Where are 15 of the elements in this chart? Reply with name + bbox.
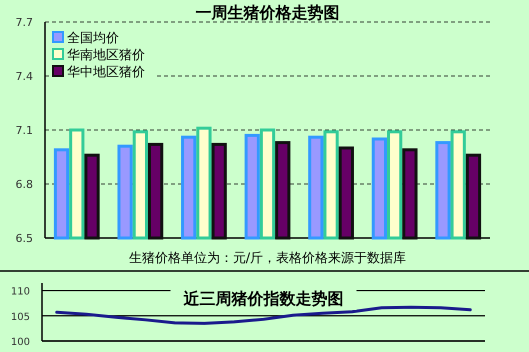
chart-title: 一周生猪价格走势图 [196, 3, 340, 22]
y-tick-label: 6.8 [16, 178, 33, 191]
y-tick-label: 105 [10, 312, 30, 323]
text: 生猪价格单位为：元/斤，表格价格来源于数据库 [128, 251, 406, 266]
legend-label: 全国均价 [67, 31, 119, 46]
y-tick-label: 7.7 [16, 16, 33, 29]
y-tick-label: 7.4 [16, 70, 33, 83]
y-tick-label: 110 [10, 286, 30, 298]
legend-label: 华中地区猪价 [67, 65, 145, 80]
y-tick-label: 6.5 [16, 232, 33, 245]
y-tick-label: 100 [10, 337, 30, 348]
chart-title: 近三周猪价指数走势图 [182, 289, 344, 308]
y-tick-label: 7.1 [16, 124, 33, 137]
line-series [55, 306, 472, 325]
legend-label: 华南地区猪价 [67, 48, 145, 63]
